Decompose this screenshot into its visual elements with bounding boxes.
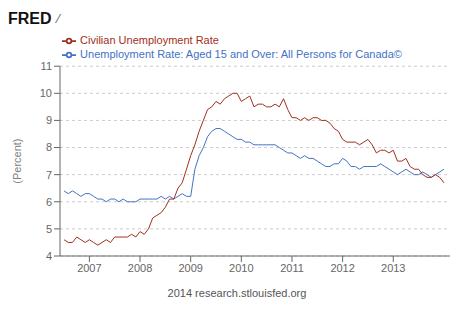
svg-text:2013: 2013	[381, 262, 405, 274]
svg-text:4: 4	[46, 250, 52, 262]
svg-text:6: 6	[46, 196, 52, 208]
svg-text:2012: 2012	[330, 262, 354, 274]
svg-text:10: 10	[40, 87, 52, 99]
html-text:2014 research.stlouisfed.org: 2014 research.stlouisfed.org	[167, 287, 307, 299]
svg-text:9: 9	[46, 114, 52, 126]
svg-text:2009: 2009	[178, 262, 202, 274]
svg-text:5: 5	[46, 223, 52, 235]
svg-text:(Percent): (Percent)	[11, 138, 23, 183]
svg-text:7: 7	[46, 169, 52, 181]
svg-text:2008: 2008	[128, 262, 152, 274]
svg-text:2007: 2007	[77, 262, 101, 274]
svg-text:2011: 2011	[280, 262, 304, 274]
html-text:FRED ⁄: FRED ⁄	[8, 10, 60, 27]
html-text:Civilian Unemployment Rate: Civilian Unemployment Rate	[80, 34, 219, 46]
html-text:Unemployment Rate: Aged 15 and: Unemployment Rate: Aged 15 and Over: All…	[80, 48, 402, 61]
svg-text:11: 11	[41, 60, 52, 72]
svg-text:8: 8	[46, 141, 52, 153]
svg-text:2010: 2010	[229, 262, 253, 274]
